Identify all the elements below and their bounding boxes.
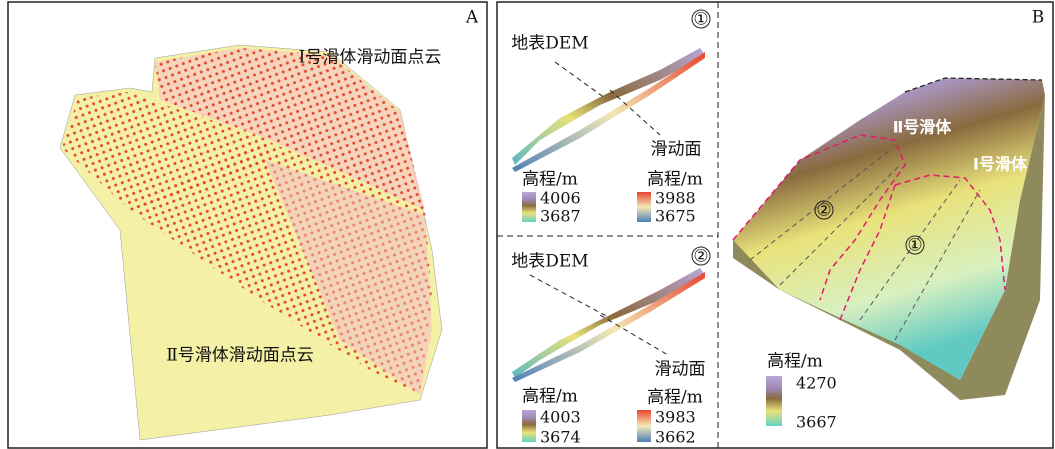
- legend-title: 高程/m: [647, 388, 703, 408]
- legend-max: 4270: [796, 374, 837, 393]
- slide-label: Ⅰ号滑体: [973, 155, 1028, 174]
- legend-title: 高程/m: [522, 170, 578, 190]
- cloud-label: Ⅰ号滑体滑动面点云: [299, 48, 442, 68]
- colorbar: [766, 376, 782, 426]
- slide-label: Ⅱ号滑体: [893, 118, 953, 137]
- legend-max: 4003: [540, 408, 581, 427]
- legend-title: 高程/m: [767, 352, 823, 372]
- legend-title: 高程/m: [522, 387, 578, 407]
- legend-max: 3983: [655, 408, 696, 427]
- legend-min: 3662: [655, 428, 696, 447]
- profile-marker: ②: [816, 201, 831, 221]
- surface-label: 地表DEM: [511, 252, 588, 272]
- figure: A Ⅰ号滑体滑动面点云 Ⅱ号滑体滑动面点云 B ① 地表DEM 滑动面 高程/m…: [0, 0, 1055, 449]
- profile-marker: ①: [907, 236, 922, 256]
- colorbar: [637, 192, 651, 222]
- legend-min: 3674: [540, 428, 581, 447]
- cloud-label: Ⅱ号滑体滑动面点云: [166, 346, 314, 366]
- sliding-label: 滑动面: [655, 360, 706, 380]
- colorbar: [522, 410, 536, 442]
- panel-label: A: [465, 8, 479, 28]
- panel-a: A Ⅰ号滑体滑动面点云 Ⅱ号滑体滑动面点云: [8, 2, 487, 448]
- colorbar: [522, 192, 536, 222]
- legend-min: 3675: [655, 207, 696, 226]
- colorbar: [637, 410, 651, 442]
- profile-marker: ②: [693, 247, 708, 267]
- profile-marker: ①: [693, 10, 708, 30]
- legend-max: 4006: [540, 189, 581, 208]
- page: {"panel_a": {"label": "A", "top_label": …: [0, 0, 1055, 449]
- legend-title: 高程/m: [647, 170, 703, 190]
- legend-max: 3988: [655, 189, 696, 208]
- surface-label: 地表DEM: [511, 34, 588, 54]
- panel-b: B ① 地表DEM 滑动面 高程/m 4006 3687 高程/m 3988 3…: [497, 2, 1053, 449]
- legend-min: 3667: [796, 413, 837, 432]
- sliding-label: 滑动面: [651, 140, 702, 160]
- panel-label: B: [1032, 8, 1045, 28]
- legend-min: 3687: [540, 207, 581, 226]
